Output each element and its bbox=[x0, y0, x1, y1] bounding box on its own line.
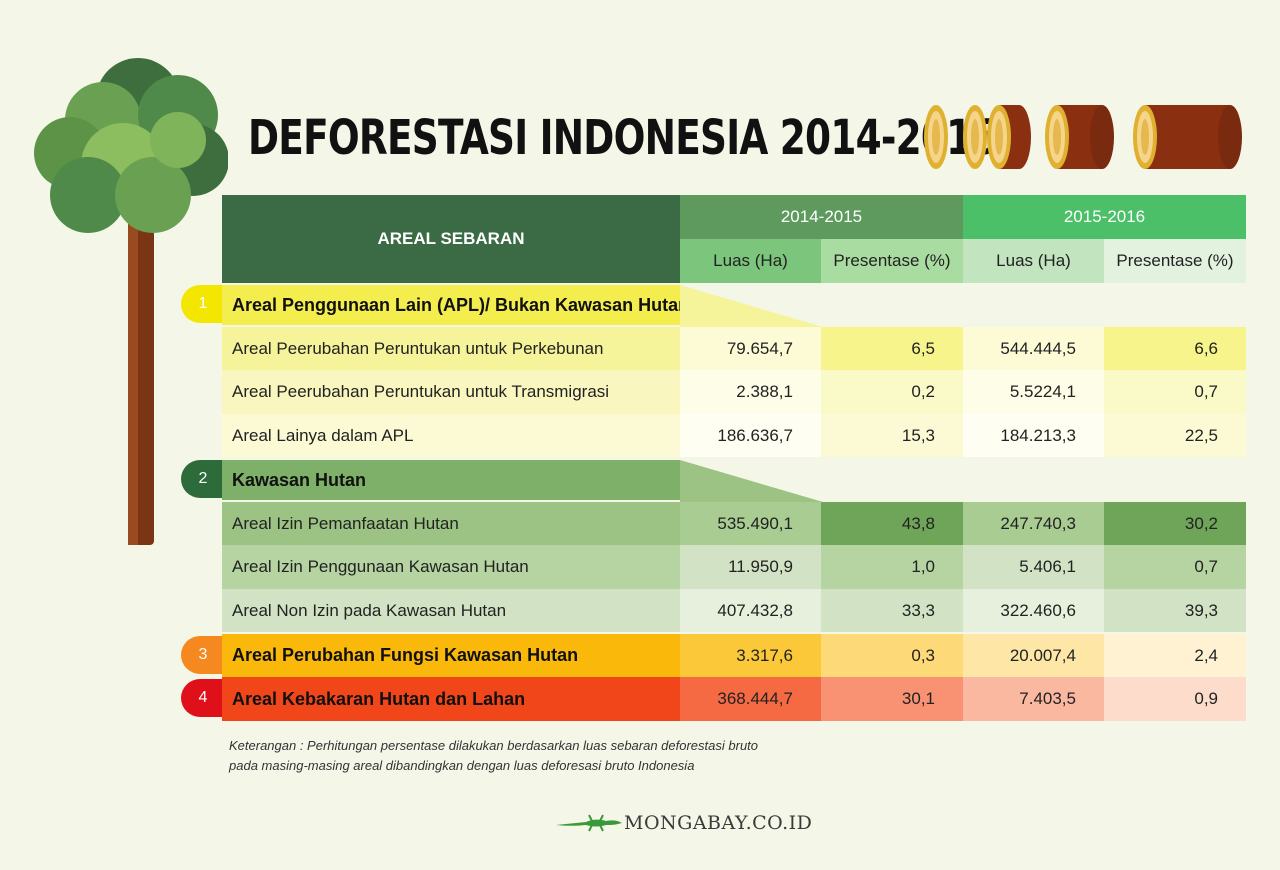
table-cell: 322.460,6 bbox=[963, 589, 1104, 632]
group-number-badge: 1 bbox=[181, 285, 225, 323]
log-icon bbox=[924, 105, 1242, 169]
chart-title: DEFORESTASI INDONESIA 2014-2016 bbox=[248, 110, 997, 166]
table-row-label: Areal Lainya dalam APL bbox=[222, 414, 680, 457]
lizard-icon bbox=[556, 814, 622, 832]
table-cell: 186.636,7 bbox=[680, 414, 821, 457]
table-cell: 247.740,3 bbox=[963, 502, 1104, 545]
table-cell: 544.444,5 bbox=[963, 327, 1104, 370]
table-cell: 3.317,6 bbox=[680, 634, 821, 677]
table-cell: 39,3 bbox=[1104, 589, 1246, 632]
group-title: Kawasan Hutan bbox=[222, 460, 680, 500]
table-cell: 1,0 bbox=[821, 545, 963, 589]
table-cell: 0,3 bbox=[821, 634, 963, 677]
table-cell: 6,5 bbox=[821, 327, 963, 370]
subheader-pct-1: Presentase (%) bbox=[821, 239, 963, 283]
table-cell: 0,7 bbox=[1104, 370, 1246, 414]
group-title: Areal Penggunaan Lain (APL)/ Bukan Kawas… bbox=[222, 285, 680, 325]
table-row-label: Areal Peerubahan Peruntukan untuk Transm… bbox=[222, 370, 680, 414]
header-period-1: 2014-2015 bbox=[680, 195, 963, 239]
table-row-label: Areal Izin Pemanfaatan Hutan bbox=[222, 502, 680, 545]
tree-icon bbox=[34, 58, 228, 545]
table-cell: 2,4 bbox=[1104, 634, 1246, 677]
table-row-label: Areal Izin Penggunaan Kawasan Hutan bbox=[222, 545, 680, 589]
subheader-luas-2: Luas (Ha) bbox=[963, 239, 1104, 283]
table-cell: 5.406,1 bbox=[963, 545, 1104, 589]
table-cell: 407.432,8 bbox=[680, 589, 821, 632]
table-row-label: Areal Peerubahan Peruntukan untuk Perkeb… bbox=[222, 327, 680, 370]
table-cell: 30,1 bbox=[821, 677, 963, 721]
table-cell: 5.5224,1 bbox=[963, 370, 1104, 414]
group-connector bbox=[680, 285, 823, 327]
subheader-pct-2: Presentase (%) bbox=[1104, 239, 1246, 283]
table-cell: 11.950,9 bbox=[680, 545, 821, 589]
table-cell: 33,3 bbox=[821, 589, 963, 632]
table-cell: 184.213,3 bbox=[963, 414, 1104, 457]
group-title: Areal Kebakaran Hutan dan Lahan bbox=[222, 677, 680, 721]
table-cell: 0,7 bbox=[1104, 545, 1246, 589]
logo-text: MONGABAY.CO.ID bbox=[624, 812, 813, 834]
group-number-badge: 4 bbox=[181, 679, 225, 717]
header-period-2: 2015-2016 bbox=[963, 195, 1246, 239]
table-cell: 43,8 bbox=[821, 502, 963, 545]
group-number-badge: 3 bbox=[181, 636, 225, 674]
footnote: Keterangan : Perhitungan persentase dila… bbox=[229, 736, 758, 776]
logo: MONGABAY.CO.ID bbox=[556, 812, 812, 834]
footnote-line-2: pada masing-masing areal dibandingkan de… bbox=[229, 758, 695, 773]
group-title: Areal Perubahan Fungsi Kawasan Hutan bbox=[222, 634, 680, 677]
table-cell: 0,9 bbox=[1104, 677, 1246, 721]
group-number-badge: 2 bbox=[181, 460, 225, 498]
footnote-line-1: Keterangan : Perhitungan persentase dila… bbox=[229, 738, 759, 753]
table-cell: 22,5 bbox=[1104, 414, 1246, 457]
table-cell: 2.388,1 bbox=[680, 370, 821, 414]
table-cell: 7.403,5 bbox=[963, 677, 1104, 721]
table-cell: 535.490,1 bbox=[680, 502, 821, 545]
header-category: AREAL SEBARAN bbox=[222, 195, 680, 283]
table-cell: 6,6 bbox=[1104, 327, 1246, 370]
table-cell: 0,2 bbox=[821, 370, 963, 414]
table-cell: 368.444,7 bbox=[680, 677, 821, 721]
table-cell: 79.654,7 bbox=[680, 327, 821, 370]
subheader-luas-1: Luas (Ha) bbox=[680, 239, 821, 283]
group-connector bbox=[680, 460, 823, 502]
table-cell: 15,3 bbox=[821, 414, 963, 457]
table-cell: 20.007,4 bbox=[963, 634, 1104, 677]
table-cell: 30,2 bbox=[1104, 502, 1246, 545]
table-row-label: Areal Non Izin pada Kawasan Hutan bbox=[222, 589, 680, 632]
